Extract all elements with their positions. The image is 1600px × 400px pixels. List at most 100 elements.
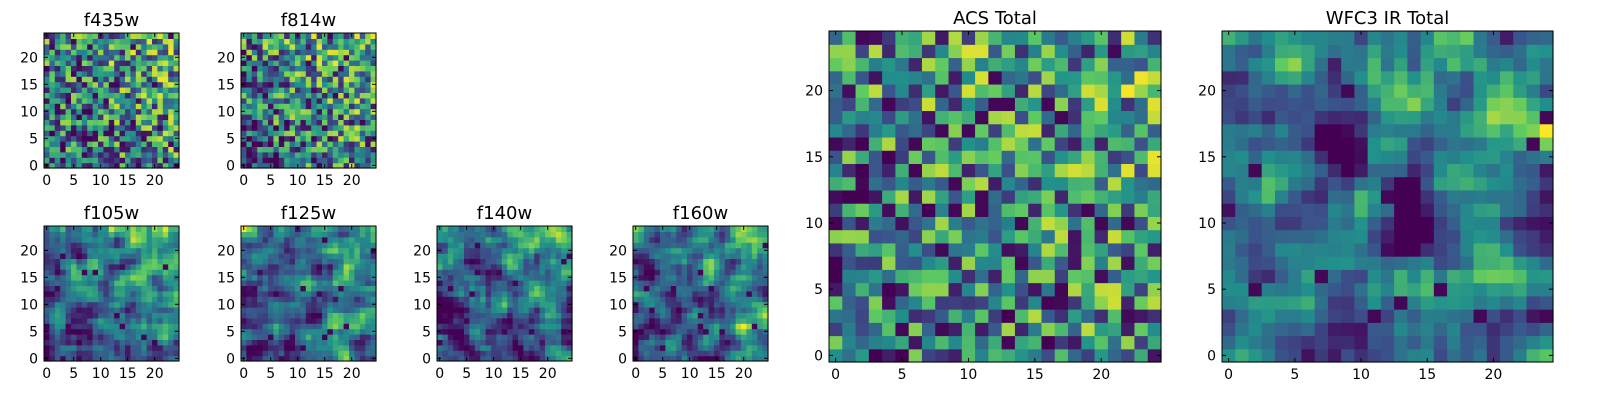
heatmap-cell bbox=[289, 141, 296, 147]
heatmap-cell bbox=[988, 176, 1003, 191]
heatmap-cell bbox=[464, 350, 470, 357]
heatmap-cell bbox=[305, 49, 312, 56]
heatmap-cell bbox=[114, 328, 121, 335]
heatmap-cell bbox=[311, 253, 318, 259]
heatmap-cell bbox=[246, 236, 253, 243]
heatmap-cell bbox=[518, 231, 524, 238]
heatmap-cell bbox=[278, 162, 285, 169]
heatmap-cell bbox=[948, 242, 963, 257]
heatmap-cell bbox=[241, 151, 247, 158]
heatmap-cell bbox=[670, 280, 677, 286]
heatmap-cell bbox=[1486, 189, 1501, 204]
heatmap-cell bbox=[76, 38, 83, 45]
heatmap-cell bbox=[365, 108, 372, 115]
heatmap-cell bbox=[988, 335, 1003, 350]
heatmap-cell bbox=[268, 285, 274, 292]
heatmap-cell bbox=[146, 274, 153, 281]
heatmap-cell bbox=[464, 274, 470, 281]
heatmap-cell bbox=[566, 339, 573, 346]
heatmap-cell bbox=[273, 33, 280, 39]
heatmap-cell bbox=[108, 146, 115, 153]
heatmap-cell bbox=[295, 81, 301, 88]
heatmap-cell bbox=[103, 307, 110, 313]
heatmap-cell bbox=[349, 231, 355, 238]
heatmap-cell bbox=[730, 263, 737, 270]
heatmap-cell bbox=[829, 242, 843, 257]
heatmap-cell bbox=[908, 163, 923, 178]
heatmap-cell bbox=[278, 312, 285, 319]
heatmap-cell bbox=[447, 258, 454, 265]
heatmap-cell bbox=[676, 258, 683, 265]
heatmap-cell bbox=[262, 285, 269, 292]
axes-frame bbox=[436, 225, 573, 362]
heatmap-cell bbox=[1222, 295, 1236, 310]
heatmap-cell bbox=[146, 334, 153, 340]
heatmap-cell bbox=[49, 285, 56, 292]
heatmap-cell bbox=[676, 253, 683, 259]
heatmap-cell bbox=[882, 83, 896, 98]
heatmap-cell bbox=[135, 355, 142, 362]
heatmap-cell bbox=[480, 226, 487, 232]
heatmap-cell bbox=[453, 231, 460, 238]
heatmap-cell bbox=[125, 108, 131, 115]
heatmap-cell bbox=[370, 157, 377, 164]
heatmap-cell bbox=[54, 290, 61, 297]
heatmap-cell bbox=[1539, 163, 1554, 178]
heatmap-cell bbox=[1028, 256, 1043, 270]
heatmap-cell bbox=[359, 247, 366, 254]
heatmap-cell bbox=[343, 350, 350, 357]
heatmap-cell bbox=[246, 54, 253, 61]
heatmap-cell bbox=[262, 317, 269, 324]
heatmap-cell bbox=[1513, 282, 1528, 297]
heatmap-cell bbox=[54, 43, 61, 50]
heatmap-cell bbox=[60, 146, 67, 153]
heatmap-cell bbox=[152, 247, 158, 254]
heatmap-cell bbox=[1054, 229, 1069, 244]
heatmap-cell bbox=[278, 108, 285, 115]
heatmap-cell bbox=[322, 323, 328, 330]
heatmap-cell bbox=[365, 146, 372, 153]
heatmap-cell bbox=[1526, 242, 1541, 257]
heatmap-cell bbox=[458, 328, 465, 335]
heatmap-cell bbox=[114, 97, 121, 104]
heatmap-cell bbox=[507, 334, 514, 340]
heatmap-cell bbox=[327, 285, 334, 292]
heatmap-cell bbox=[359, 87, 366, 93]
heatmap-cell bbox=[1327, 150, 1342, 164]
heatmap-cell bbox=[724, 355, 731, 362]
heatmap-cell bbox=[300, 65, 307, 72]
heatmap-cell bbox=[948, 110, 963, 125]
heatmap-cell bbox=[141, 263, 148, 270]
heatmap-cell bbox=[273, 162, 280, 169]
heatmap-cell bbox=[1222, 348, 1236, 363]
heatmap-cell bbox=[327, 146, 334, 153]
heatmap-cell bbox=[1460, 189, 1475, 204]
heatmap-cell bbox=[168, 307, 175, 313]
heatmap-cell bbox=[241, 350, 247, 357]
heatmap-cell bbox=[868, 282, 883, 297]
heatmap-cell bbox=[496, 253, 503, 259]
heatmap-cell bbox=[746, 226, 753, 232]
heatmap-cell bbox=[322, 151, 328, 158]
heatmap-cell bbox=[300, 258, 307, 265]
heatmap-cell bbox=[724, 258, 731, 265]
heatmap-cell bbox=[868, 216, 883, 231]
heatmap-cell bbox=[251, 296, 258, 303]
heatmap-cell bbox=[92, 296, 99, 303]
heatmap-cell bbox=[1081, 229, 1096, 244]
heatmap-cell bbox=[1433, 322, 1448, 337]
heatmap-cell bbox=[539, 290, 546, 297]
heatmap-cell bbox=[349, 350, 355, 357]
heatmap-cell bbox=[1486, 176, 1501, 191]
heatmap-cell bbox=[268, 97, 274, 104]
heatmap-cell bbox=[829, 97, 843, 112]
heatmap-cell bbox=[273, 339, 280, 346]
heatmap-cell bbox=[469, 339, 476, 346]
heatmap-cell bbox=[327, 231, 334, 238]
heatmap-cell bbox=[141, 247, 148, 254]
heatmap-cell bbox=[108, 76, 115, 83]
heatmap-cell bbox=[550, 263, 557, 270]
heatmap-cell bbox=[1081, 256, 1096, 270]
heatmap-cell bbox=[54, 146, 61, 153]
heatmap-cell bbox=[935, 309, 950, 323]
